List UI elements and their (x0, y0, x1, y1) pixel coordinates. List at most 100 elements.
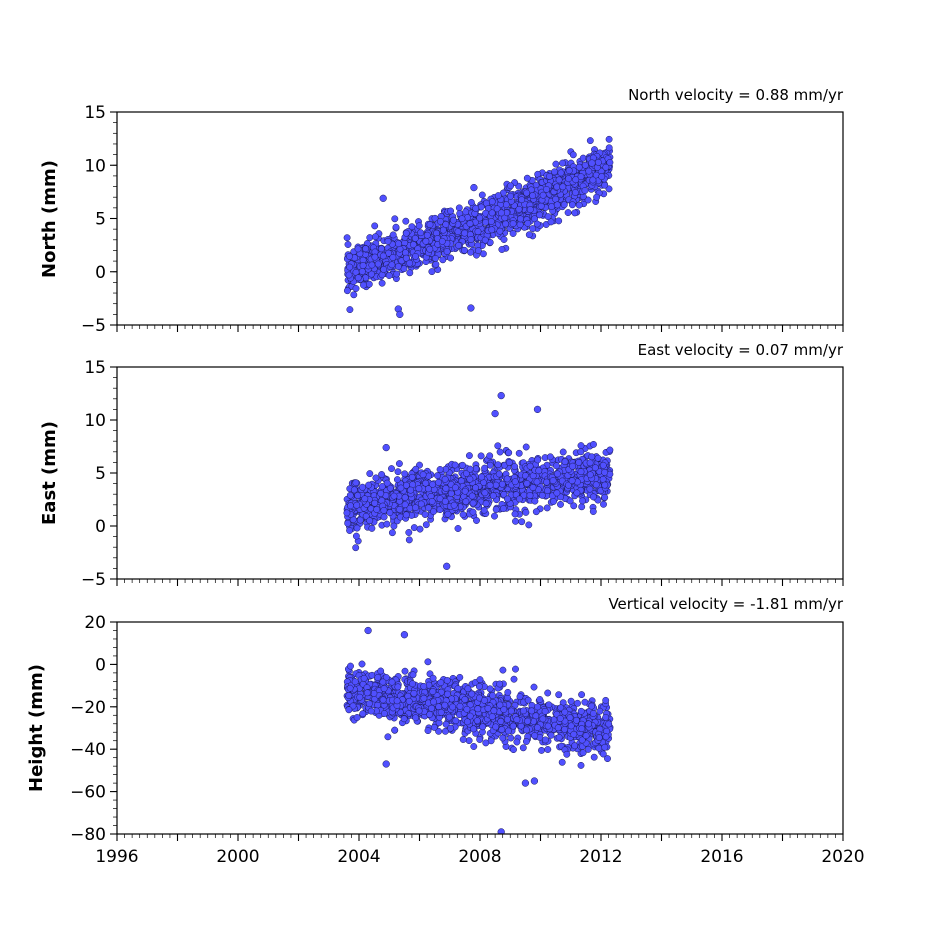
data-point (402, 217, 410, 225)
data-point (590, 753, 598, 761)
data-point (391, 726, 399, 734)
data-point (510, 675, 518, 683)
data-point (601, 481, 609, 489)
data-point (454, 525, 462, 532)
data-point (569, 151, 577, 159)
data-point (447, 254, 455, 262)
y-tick-label: 0 (95, 655, 106, 675)
data-point (450, 501, 458, 509)
data-point (345, 692, 353, 700)
data-point (557, 169, 565, 177)
data-point (454, 685, 462, 693)
data-point (523, 480, 531, 487)
data-point (535, 467, 543, 475)
data-point (430, 698, 437, 706)
data-point (605, 720, 613, 728)
data-point (504, 495, 511, 503)
data-point (428, 704, 436, 712)
data-point (386, 509, 394, 517)
data-point (498, 726, 506, 734)
data-point (352, 479, 360, 487)
data-point (548, 203, 556, 211)
data-point (605, 135, 613, 143)
data-point (509, 220, 517, 228)
y-tick-label: 10 (84, 411, 106, 431)
data-point (365, 481, 373, 489)
data-point (553, 489, 561, 497)
data-point (522, 443, 530, 451)
data-point (599, 750, 607, 758)
data-point (553, 470, 561, 478)
data-point (430, 508, 437, 515)
y-tick-label: 5 (95, 464, 106, 484)
data-point (584, 745, 592, 753)
data-point (556, 715, 564, 722)
data-point (384, 237, 392, 245)
data-point (552, 462, 560, 470)
data-point (507, 192, 514, 200)
data-point (426, 245, 434, 253)
data-point (365, 280, 373, 288)
data-point (538, 746, 545, 754)
data-point (394, 263, 402, 270)
data-point (437, 679, 445, 687)
data-point (444, 510, 452, 518)
data-point (544, 722, 552, 730)
data-point (489, 492, 497, 500)
data-point (347, 502, 354, 510)
data-point (546, 172, 553, 180)
east-x-ticks (116, 579, 844, 586)
data-point (511, 463, 519, 471)
data-point (595, 734, 603, 742)
data-point (561, 708, 569, 716)
data-point (366, 470, 374, 478)
data-point (371, 222, 379, 230)
data-point (447, 490, 455, 497)
data-point (462, 208, 470, 216)
data-point (415, 485, 423, 493)
data-point (405, 529, 413, 536)
data-point (518, 196, 526, 204)
data-point (496, 448, 504, 456)
outlier-point (364, 626, 372, 635)
data-point (522, 508, 530, 516)
east-y-ticks: −5 0 5 10 15 (81, 358, 117, 590)
data-point (505, 459, 513, 466)
data-point (354, 274, 362, 282)
data-point (539, 191, 547, 199)
data-point (402, 254, 410, 262)
data-point (519, 744, 527, 752)
data-point (531, 732, 539, 740)
data-point (391, 215, 399, 223)
data-point (524, 717, 532, 725)
data-point (567, 697, 575, 705)
data-point (525, 231, 533, 239)
data-point (494, 442, 502, 450)
data-point (500, 236, 508, 243)
data-point (366, 517, 374, 525)
data-point (516, 221, 524, 229)
data-point (481, 236, 489, 244)
data-point (524, 219, 532, 227)
outlier-point (533, 405, 542, 414)
y-tick-label: −5 (81, 316, 106, 336)
data-point (565, 175, 573, 183)
data-point (469, 499, 477, 507)
data-point (377, 489, 385, 497)
data-point (541, 736, 549, 744)
data-point (555, 733, 563, 741)
data-point (553, 183, 561, 191)
data-point (401, 470, 409, 478)
data-point (465, 452, 473, 460)
data-point (359, 483, 366, 491)
data-point (354, 245, 362, 253)
data-point (345, 271, 353, 279)
data-point (536, 696, 544, 703)
data-point (429, 688, 437, 695)
data-point (343, 509, 351, 517)
data-point (532, 508, 540, 516)
data-point (452, 717, 460, 725)
data-point (346, 252, 353, 260)
data-point (359, 262, 367, 269)
data-point (459, 511, 467, 519)
